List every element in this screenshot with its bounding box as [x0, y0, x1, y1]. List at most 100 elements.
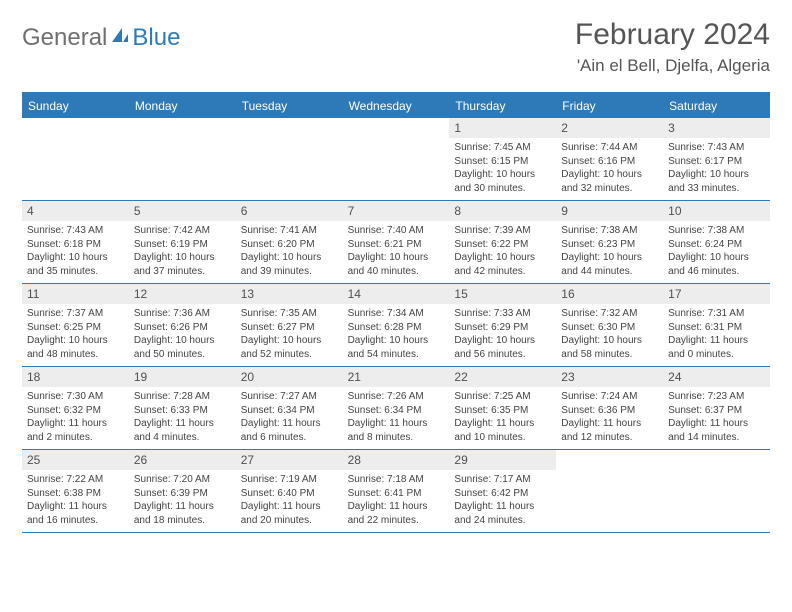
empty-cell — [22, 118, 129, 200]
logo: General Blue — [22, 24, 180, 52]
day-cell: 24Sunrise: 7:23 AMSunset: 6:37 PMDayligh… — [663, 367, 770, 449]
day-details: Sunrise: 7:19 AMSunset: 6:40 PMDaylight:… — [236, 470, 343, 532]
day-number: 24 — [663, 367, 770, 387]
day-details: Sunrise: 7:40 AMSunset: 6:21 PMDaylight:… — [343, 221, 450, 283]
day-number: 19 — [129, 367, 236, 387]
month-title: February 2024 — [575, 18, 770, 52]
calendar: SundayMondayTuesdayWednesdayThursdayFrid… — [22, 92, 770, 533]
day-details: Sunrise: 7:33 AMSunset: 6:29 PMDaylight:… — [449, 304, 556, 366]
day-cell: 17Sunrise: 7:31 AMSunset: 6:31 PMDayligh… — [663, 284, 770, 366]
day-details: Sunrise: 7:32 AMSunset: 6:30 PMDaylight:… — [556, 304, 663, 366]
day-details: Sunrise: 7:27 AMSunset: 6:34 PMDaylight:… — [236, 387, 343, 449]
day-number: 23 — [556, 367, 663, 387]
day-cell: 8Sunrise: 7:39 AMSunset: 6:22 PMDaylight… — [449, 201, 556, 283]
day-number: 1 — [449, 118, 556, 138]
day-details: Sunrise: 7:25 AMSunset: 6:35 PMDaylight:… — [449, 387, 556, 449]
day-number: 22 — [449, 367, 556, 387]
day-cell: 16Sunrise: 7:32 AMSunset: 6:30 PMDayligh… — [556, 284, 663, 366]
day-details: Sunrise: 7:38 AMSunset: 6:23 PMDaylight:… — [556, 221, 663, 283]
day-details: Sunrise: 7:17 AMSunset: 6:42 PMDaylight:… — [449, 470, 556, 532]
day-cell: 6Sunrise: 7:41 AMSunset: 6:20 PMDaylight… — [236, 201, 343, 283]
day-details: Sunrise: 7:35 AMSunset: 6:27 PMDaylight:… — [236, 304, 343, 366]
day-cell: 15Sunrise: 7:33 AMSunset: 6:29 PMDayligh… — [449, 284, 556, 366]
day-number: 17 — [663, 284, 770, 304]
week-row: 11Sunrise: 7:37 AMSunset: 6:25 PMDayligh… — [22, 284, 770, 367]
weeks-container: 1Sunrise: 7:45 AMSunset: 6:15 PMDaylight… — [22, 118, 770, 533]
day-cell: 26Sunrise: 7:20 AMSunset: 6:39 PMDayligh… — [129, 450, 236, 532]
day-details: Sunrise: 7:24 AMSunset: 6:36 PMDaylight:… — [556, 387, 663, 449]
day-cell: 9Sunrise: 7:38 AMSunset: 6:23 PMDaylight… — [556, 201, 663, 283]
day-number: 16 — [556, 284, 663, 304]
empty-cell — [663, 450, 770, 532]
day-number: 27 — [236, 450, 343, 470]
day-details: Sunrise: 7:41 AMSunset: 6:20 PMDaylight:… — [236, 221, 343, 283]
day-cell: 23Sunrise: 7:24 AMSunset: 6:36 PMDayligh… — [556, 367, 663, 449]
day-number: 2 — [556, 118, 663, 138]
empty-cell — [343, 118, 450, 200]
day-number: 29 — [449, 450, 556, 470]
day-cell: 10Sunrise: 7:38 AMSunset: 6:24 PMDayligh… — [663, 201, 770, 283]
day-cell: 1Sunrise: 7:45 AMSunset: 6:15 PMDaylight… — [449, 118, 556, 200]
day-number: 3 — [663, 118, 770, 138]
day-details: Sunrise: 7:44 AMSunset: 6:16 PMDaylight:… — [556, 138, 663, 200]
day-number: 26 — [129, 450, 236, 470]
day-cell: 28Sunrise: 7:18 AMSunset: 6:41 PMDayligh… — [343, 450, 450, 532]
day-number: 28 — [343, 450, 450, 470]
day-number: 20 — [236, 367, 343, 387]
dow-saturday: Saturday — [663, 94, 770, 118]
dow-friday: Friday — [556, 94, 663, 118]
day-details: Sunrise: 7:43 AMSunset: 6:17 PMDaylight:… — [663, 138, 770, 200]
week-row: 1Sunrise: 7:45 AMSunset: 6:15 PMDaylight… — [22, 118, 770, 201]
day-cell: 27Sunrise: 7:19 AMSunset: 6:40 PMDayligh… — [236, 450, 343, 532]
day-cell: 25Sunrise: 7:22 AMSunset: 6:38 PMDayligh… — [22, 450, 129, 532]
day-details: Sunrise: 7:22 AMSunset: 6:38 PMDaylight:… — [22, 470, 129, 532]
week-row: 18Sunrise: 7:30 AMSunset: 6:32 PMDayligh… — [22, 367, 770, 450]
day-cell: 21Sunrise: 7:26 AMSunset: 6:34 PMDayligh… — [343, 367, 450, 449]
dow-tuesday: Tuesday — [236, 94, 343, 118]
day-number: 4 — [22, 201, 129, 221]
day-number: 21 — [343, 367, 450, 387]
day-number: 8 — [449, 201, 556, 221]
day-number: 13 — [236, 284, 343, 304]
empty-cell — [236, 118, 343, 200]
day-details: Sunrise: 7:30 AMSunset: 6:32 PMDaylight:… — [22, 387, 129, 449]
day-cell: 18Sunrise: 7:30 AMSunset: 6:32 PMDayligh… — [22, 367, 129, 449]
day-details: Sunrise: 7:45 AMSunset: 6:15 PMDaylight:… — [449, 138, 556, 200]
day-number: 15 — [449, 284, 556, 304]
day-details: Sunrise: 7:43 AMSunset: 6:18 PMDaylight:… — [22, 221, 129, 283]
day-details: Sunrise: 7:36 AMSunset: 6:26 PMDaylight:… — [129, 304, 236, 366]
day-number: 6 — [236, 201, 343, 221]
day-details: Sunrise: 7:37 AMSunset: 6:25 PMDaylight:… — [22, 304, 129, 366]
day-details: Sunrise: 7:38 AMSunset: 6:24 PMDaylight:… — [663, 221, 770, 283]
day-details: Sunrise: 7:26 AMSunset: 6:34 PMDaylight:… — [343, 387, 450, 449]
day-number: 25 — [22, 450, 129, 470]
day-cell: 4Sunrise: 7:43 AMSunset: 6:18 PMDaylight… — [22, 201, 129, 283]
day-details: Sunrise: 7:39 AMSunset: 6:22 PMDaylight:… — [449, 221, 556, 283]
day-number: 11 — [22, 284, 129, 304]
week-row: 4Sunrise: 7:43 AMSunset: 6:18 PMDaylight… — [22, 201, 770, 284]
dow-thursday: Thursday — [449, 94, 556, 118]
day-cell: 3Sunrise: 7:43 AMSunset: 6:17 PMDaylight… — [663, 118, 770, 200]
day-cell: 13Sunrise: 7:35 AMSunset: 6:27 PMDayligh… — [236, 284, 343, 366]
day-details: Sunrise: 7:18 AMSunset: 6:41 PMDaylight:… — [343, 470, 450, 532]
week-row: 25Sunrise: 7:22 AMSunset: 6:38 PMDayligh… — [22, 450, 770, 533]
day-details: Sunrise: 7:28 AMSunset: 6:33 PMDaylight:… — [129, 387, 236, 449]
day-details: Sunrise: 7:42 AMSunset: 6:19 PMDaylight:… — [129, 221, 236, 283]
day-number: 14 — [343, 284, 450, 304]
day-cell: 5Sunrise: 7:42 AMSunset: 6:19 PMDaylight… — [129, 201, 236, 283]
day-cell: 22Sunrise: 7:25 AMSunset: 6:35 PMDayligh… — [449, 367, 556, 449]
dow-row: SundayMondayTuesdayWednesdayThursdayFrid… — [22, 94, 770, 118]
location: 'Ain el Bell, Djelfa, Algeria — [575, 56, 770, 76]
logo-text-blue: Blue — [132, 24, 180, 52]
day-details: Sunrise: 7:31 AMSunset: 6:31 PMDaylight:… — [663, 304, 770, 366]
day-cell: 14Sunrise: 7:34 AMSunset: 6:28 PMDayligh… — [343, 284, 450, 366]
header: General Blue February 2024 'Ain el Bell,… — [22, 18, 770, 76]
day-details: Sunrise: 7:20 AMSunset: 6:39 PMDaylight:… — [129, 470, 236, 532]
title-block: February 2024 'Ain el Bell, Djelfa, Alge… — [575, 18, 770, 76]
day-number: 7 — [343, 201, 450, 221]
logo-text-general: General — [22, 24, 107, 52]
day-details: Sunrise: 7:23 AMSunset: 6:37 PMDaylight:… — [663, 387, 770, 449]
day-cell: 11Sunrise: 7:37 AMSunset: 6:25 PMDayligh… — [22, 284, 129, 366]
dow-wednesday: Wednesday — [343, 94, 450, 118]
day-cell: 2Sunrise: 7:44 AMSunset: 6:16 PMDaylight… — [556, 118, 663, 200]
